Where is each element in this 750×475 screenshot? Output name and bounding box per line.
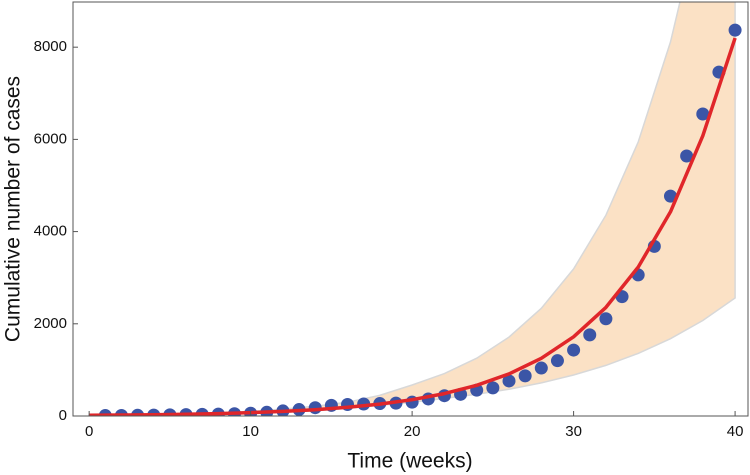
data-point [567,343,581,357]
y-tick-label: 8000 [34,38,67,55]
data-point [599,312,613,326]
data-point [728,23,742,37]
y-tick-label: 2000 [34,315,67,332]
fit-curve [89,37,737,416]
x-tick-label: 30 [565,423,582,440]
data-point [583,328,597,342]
x-tick-label: 0 [85,423,93,440]
confidence-band [88,2,736,416]
data-point [534,361,548,375]
data-point [663,189,677,203]
y-tick-label: 0 [59,407,67,424]
data-point [550,354,564,368]
data-point [696,107,710,121]
x-axis-label: Time (weeks) [347,450,472,473]
x-tick-label: 20 [404,423,421,440]
x-tick-label: 40 [727,423,744,440]
plot-frame [72,1,749,417]
y-axis-label: Cumulative number of cases [2,76,25,342]
plot-area [88,2,742,416]
y-tick-label: 6000 [34,130,67,147]
y-tick-label: 4000 [34,223,67,240]
data-point [680,149,694,163]
data-point [486,381,500,395]
x-tick-label: 10 [242,423,259,440]
data-point [518,369,532,383]
data-point [502,374,516,388]
